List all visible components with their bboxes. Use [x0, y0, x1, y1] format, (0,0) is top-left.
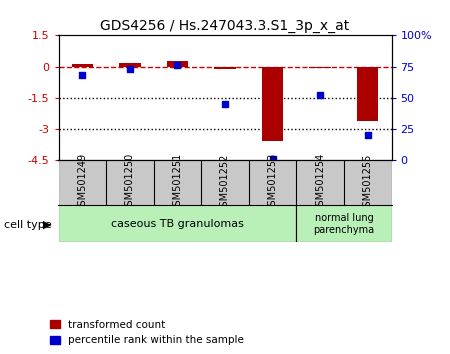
Text: normal lung
parenchyma: normal lung parenchyma: [313, 213, 374, 235]
Bar: [119, 63, 140, 67]
Text: GSM501254: GSM501254: [315, 153, 325, 212]
Point: [174, 63, 181, 68]
Bar: [297, 205, 392, 242]
Bar: [72, 63, 93, 67]
Bar: [262, 67, 284, 141]
Bar: [58, 205, 297, 242]
Text: GSM501249: GSM501249: [77, 153, 87, 212]
Text: GSM501250: GSM501250: [125, 153, 135, 212]
Point: [221, 101, 229, 107]
Bar: [310, 67, 331, 68]
Text: GSM501251: GSM501251: [172, 153, 182, 212]
Text: cell type: cell type: [4, 220, 52, 230]
Legend: transformed count, percentile rank within the sample: transformed count, percentile rank withi…: [50, 320, 244, 345]
Text: GSM501253: GSM501253: [268, 153, 278, 212]
Point: [269, 156, 276, 162]
Text: GSM501252: GSM501252: [220, 153, 230, 212]
Point: [79, 73, 86, 78]
Point: [126, 66, 134, 72]
Text: caseous TB granulomas: caseous TB granulomas: [111, 219, 244, 229]
Text: GSM501255: GSM501255: [363, 153, 373, 212]
Bar: [357, 67, 378, 121]
Title: GDS4256 / Hs.247043.3.S1_3p_x_at: GDS4256 / Hs.247043.3.S1_3p_x_at: [100, 19, 350, 33]
Bar: [214, 67, 236, 69]
Text: ▶: ▶: [43, 220, 51, 230]
Point: [316, 92, 324, 98]
Point: [364, 132, 371, 138]
Bar: [166, 61, 188, 67]
